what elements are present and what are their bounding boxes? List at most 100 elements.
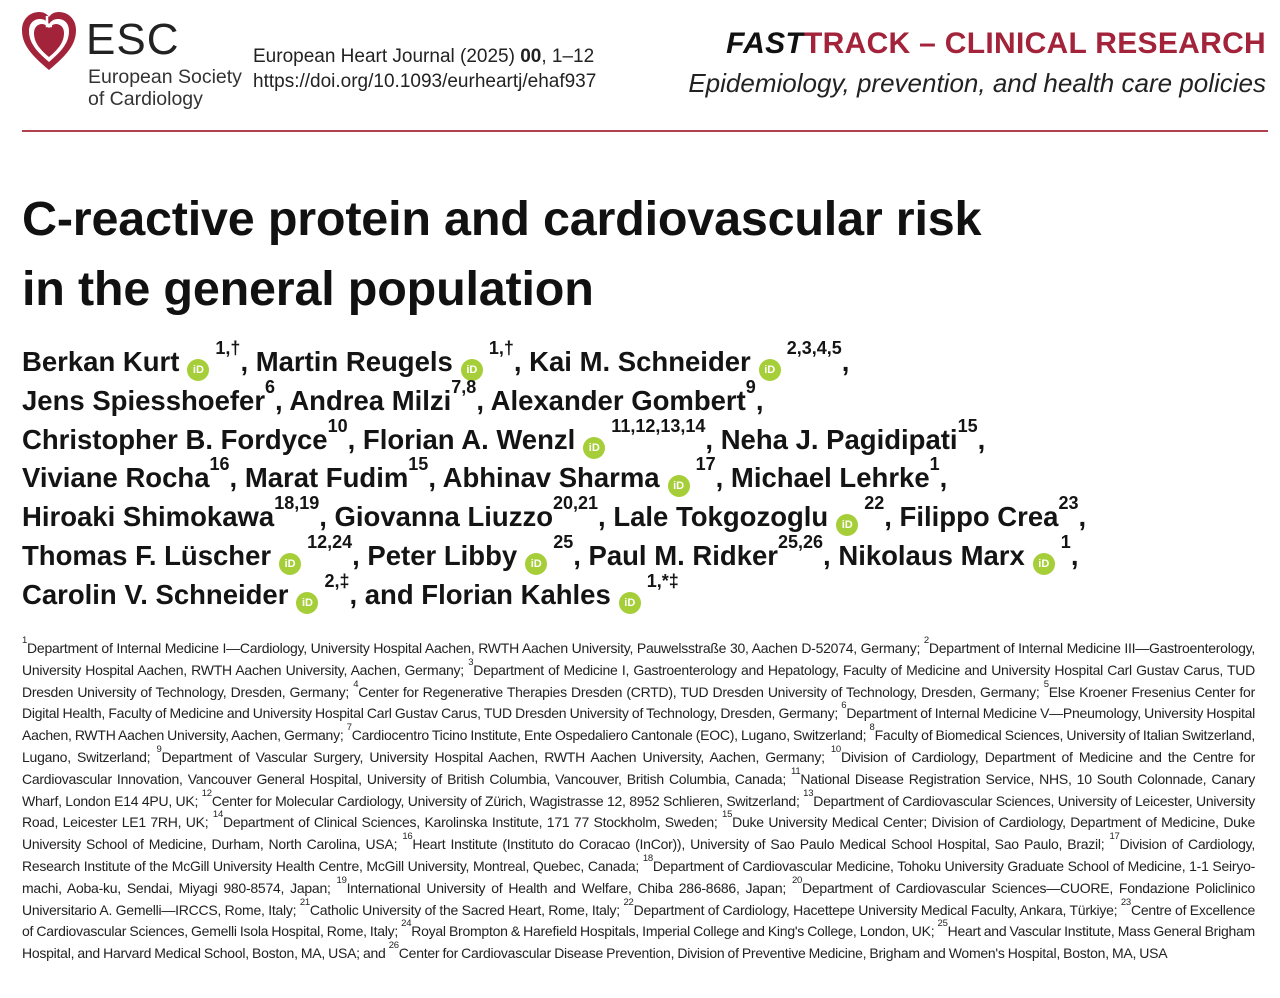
orcid-icon[interactable]: iD: [460, 359, 483, 381]
author-affiliation-numbers: 1,†: [488, 338, 514, 358]
author-separator: ,: [715, 462, 731, 494]
author-name[interactable]: Hiroaki Shimokawa: [22, 501, 275, 533]
affiliation-number: 18: [642, 852, 653, 864]
author-name[interactable]: Alexander Gombert: [490, 384, 746, 416]
author-affiliation-numbers: 6: [265, 376, 276, 397]
author-name[interactable]: Michael Lehrke: [730, 462, 930, 494]
affiliation-number: 25: [937, 918, 948, 930]
author-affiliation-numbers: 25,26: [778, 531, 824, 552]
author-affiliation-numbers: 2,3,4,5: [786, 338, 842, 358]
affiliation-text: International University of Health and W…: [346, 879, 792, 896]
author-name[interactable]: Kai M. Schneider: [529, 346, 751, 377]
author-separator: ,: [352, 539, 368, 571]
author-affiliation-numbers: 1: [1060, 531, 1071, 552]
affiliation-number: 11: [791, 765, 801, 777]
orcid-icon[interactable]: iD: [758, 359, 781, 381]
affiliation-number: 4: [353, 678, 359, 690]
orcid-icon[interactable]: iD: [187, 359, 210, 381]
author-separator: ,: [229, 462, 245, 494]
orcid-icon[interactable]: iD: [525, 552, 548, 575]
author-separator: ,: [977, 423, 986, 455]
author-separator: ,: [705, 423, 721, 455]
author-name[interactable]: Marat Fudim: [244, 462, 409, 494]
author-separator: ,: [841, 346, 850, 377]
header-divider: [22, 130, 1268, 132]
doi-link[interactable]: https://doi.org/10.1093/eurheartj/ehaf93…: [253, 71, 597, 92]
affiliation-number: 14: [212, 809, 223, 821]
author-name[interactable]: Andrea Milzi: [289, 384, 452, 416]
orcid-icon[interactable]: iD: [296, 591, 319, 614]
affiliation-number: 22: [623, 896, 634, 908]
author-affiliation-numbers: 25: [553, 531, 574, 552]
author-affiliation-numbers: 18,19: [274, 493, 320, 514]
author-line: Carolin V. Schneider iD2,‡, and Florian K…: [22, 572, 1086, 615]
author-affiliation-numbers: 12,24: [307, 531, 353, 552]
journal-info: European Heart Journal (2025) 00, 1–12 h…: [253, 44, 596, 94]
journal-citation: European Heart Journal (2025) 00, 1–12: [253, 44, 596, 69]
author-separator: ,: [240, 346, 256, 377]
orcid-icon[interactable]: iD: [279, 552, 302, 575]
author-separator: ,: [513, 346, 530, 377]
author-affiliation-numbers: 1,*‡: [646, 570, 679, 591]
affiliation-text: Department of Internal Medicine III—Gast…: [22, 640, 1256, 678]
author-name[interactable]: Viviane Rocha: [22, 462, 210, 494]
author-name[interactable]: Abhinav Sharma: [442, 462, 660, 494]
journal-volume: 00: [520, 46, 542, 67]
author-name[interactable]: Lale Tokgozoglu: [613, 501, 829, 533]
affiliation-text: Heart Institute (Instituto do Coracao (I…: [412, 836, 1110, 853]
author-line: Hiroaki Shimokawa18,19, Giovanna Liuzzo 2…: [22, 494, 1087, 537]
affiliation-text: Division of Cardiology, Department of Me…: [22, 748, 1256, 787]
author-separator: ,: [884, 501, 900, 533]
author-affiliation-numbers: 16: [209, 454, 230, 475]
author-line: Christopher B. Fordyce10, Florian A. Wen…: [22, 417, 1086, 460]
author-name[interactable]: Jens Spiesshoefer: [22, 384, 266, 416]
orcid-icon[interactable]: iD: [618, 591, 641, 614]
author-name[interactable]: Florian Kahles: [421, 578, 611, 610]
author-affiliation-numbers: 23: [1058, 493, 1079, 514]
affiliation-text: Center for Regenerative Therapies Dresde…: [358, 683, 1044, 700]
affiliation-text: Division of Cardiology, Research Institu…: [22, 836, 1256, 874]
affiliation-number: 26: [388, 940, 399, 952]
esc-heart-icon: [22, 12, 76, 70]
author-name[interactable]: Nikolaus Marx: [838, 539, 1025, 571]
author-name[interactable]: Filippo Crea: [899, 501, 1059, 533]
author-name[interactable]: Florian A. Wenzl: [362, 423, 576, 455]
affiliation-number: 5: [1043, 678, 1049, 690]
author-separator: , and: [349, 578, 422, 610]
orcid-icon[interactable]: iD: [583, 436, 606, 459]
affiliation-number: 3: [468, 656, 474, 668]
affiliation-number: 1: [22, 635, 28, 646]
affiliation-number: 2: [923, 635, 929, 646]
title-line: in the general population: [22, 262, 594, 316]
author-name[interactable]: Thomas F. Lüscher: [22, 539, 272, 571]
affiliation-text: Heart and Vascular Institute, Mass Gener…: [22, 923, 1255, 962]
orcid-icon[interactable]: iD: [667, 475, 690, 498]
subsection-title: Epidemiology, prevention, and health car…: [688, 68, 1266, 98]
author-name[interactable]: Berkan Kurt: [22, 346, 180, 377]
affiliation-number: 24: [401, 918, 412, 930]
affiliation-text: Department of Cardiovascular Sciences—CU…: [22, 879, 1255, 918]
logo-text: ESC: [86, 15, 180, 64]
orcid-icon[interactable]: iD: [836, 514, 859, 537]
author-name[interactable]: Peter Libby: [367, 539, 518, 571]
author-separator: ,: [598, 501, 614, 533]
journal-pages: , 1–12: [541, 46, 595, 67]
author-affiliation-numbers: 10: [327, 415, 348, 436]
affiliation-text: Center for Cardiovascular Disease Preven…: [398, 945, 1168, 962]
author-name[interactable]: Christopher B. Fordyce: [22, 423, 328, 455]
author-name[interactable]: Martin Reugels: [255, 346, 453, 377]
author-name[interactable]: Paul M. Ridker: [588, 539, 779, 571]
affiliation-text: Catholic University of the Sacred Heart,…: [309, 901, 624, 918]
affiliation-text: Else Kroener Fresenius Center for Digita…: [22, 683, 1255, 722]
author-name[interactable]: Neha J. Pagidipati: [720, 423, 958, 455]
article-title: C-reactive protein and cardiovascular ri…: [22, 184, 982, 324]
section-title: FASTTRACK – CLINICAL RESEARCH: [688, 26, 1266, 62]
orcid-icon[interactable]: iD: [1032, 552, 1055, 575]
author-name[interactable]: Carolin V. Schneider: [22, 578, 289, 610]
author-name[interactable]: Giovanna Liuzzo: [334, 501, 553, 533]
author-line: Jens Spiesshoefer6, Andrea Milzi7,8, Ale…: [22, 378, 1086, 421]
author-affiliation-numbers: 2,‡: [324, 570, 350, 591]
affiliation-text: Centre of Excellence of Cardiovascular S…: [22, 901, 1256, 940]
affiliation-text: Duke University Medical Center; Division…: [22, 814, 1256, 853]
author-separator: ,: [1078, 501, 1087, 533]
